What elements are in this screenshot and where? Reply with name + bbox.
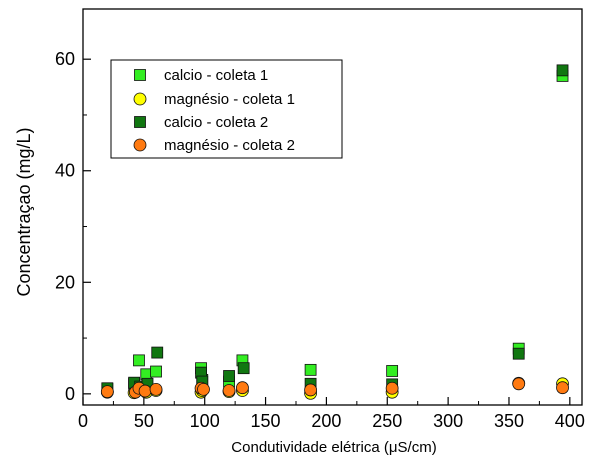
axis-ticks (82, 58, 571, 405)
data-point (556, 381, 569, 395)
x-tick-label: 0 (78, 411, 88, 431)
data-point (556, 64, 569, 77)
data-point (223, 370, 235, 382)
plot-area (82, 8, 583, 406)
x-tick-label: 100 (190, 411, 220, 431)
x-tick-label: 300 (433, 411, 463, 431)
x-tick-label: 200 (311, 411, 341, 431)
legend-marker-calcio-coleta-1 (134, 69, 146, 81)
y-tick-label: 60 (55, 49, 75, 69)
data-point (512, 377, 526, 391)
y-tick-label: 20 (55, 272, 75, 292)
data-point (100, 385, 114, 399)
legend-item: calcio - coleta 1 (134, 67, 268, 84)
data-point (222, 384, 236, 397)
legend-item: magnésio - coleta 2 (133, 137, 295, 154)
data-point (512, 347, 525, 360)
legend-marker-magnesio-coleta-1 (133, 92, 147, 106)
plot-border (82, 8, 583, 406)
series-3 (100, 377, 569, 399)
data-point (138, 384, 152, 398)
data-point (304, 363, 317, 376)
legend-box (110, 59, 343, 159)
x-tick-label: 350 (494, 411, 524, 431)
series-1 (100, 376, 569, 400)
data-point (149, 382, 163, 396)
x-tick-label: 250 (372, 411, 402, 431)
data-point (133, 354, 145, 367)
legend-label: calcio - coleta 1 (164, 67, 268, 84)
x-tick-label: 400 (555, 411, 585, 431)
legend-item: calcio - coleta 2 (134, 114, 268, 131)
legend-label: magnésio - coleta 1 (164, 91, 295, 108)
data-point (236, 381, 249, 395)
legend-item: magnésio - coleta 1 (133, 91, 295, 108)
data-point (386, 365, 399, 377)
x-axis-label: Condutividade elétrica (μS/cm) (231, 439, 436, 456)
x-tick-label: 150 (251, 411, 281, 431)
data-point (304, 383, 317, 397)
data-point (150, 365, 162, 378)
legend-marker-calcio-coleta-2 (134, 116, 146, 128)
tick-labels: 0 50 100 150 200 250 300 350 400 0 20 40 60 (55, 49, 585, 431)
data-point (237, 362, 250, 375)
legend-label: magnésio - coleta 2 (164, 137, 295, 154)
legend: calcio - coleta 1 magnésio - coleta 1 ca… (110, 59, 343, 159)
y-axis-label: Concentraçao (mg/L) (14, 127, 34, 296)
legend-marker-magnesio-coleta-2 (133, 138, 147, 152)
y-tick-label: 40 (55, 161, 75, 181)
legend-label: calcio - coleta 2 (164, 114, 268, 131)
x-tick-label: 50 (134, 411, 154, 431)
y-tick-label: 0 (65, 384, 75, 404)
data-point (197, 382, 210, 396)
data-points (100, 64, 569, 400)
data-point (151, 346, 164, 359)
data-point (385, 381, 399, 395)
